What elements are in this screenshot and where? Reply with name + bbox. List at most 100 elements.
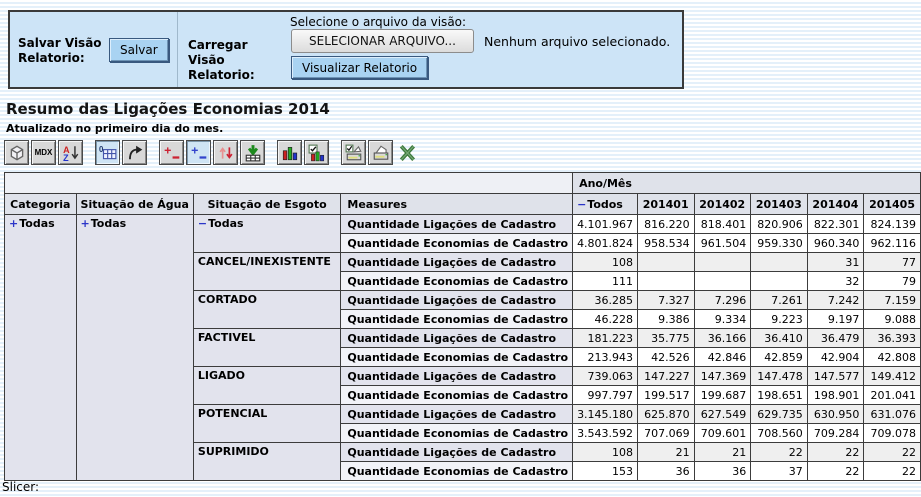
table-row: Quantidade Economias de Cadastro 3.543.59… <box>5 423 921 443</box>
value-cell: 42.526 <box>637 347 695 367</box>
print-config-button[interactable] <box>341 140 366 165</box>
measure-cell: Quantidade Economias de Cadastro <box>340 347 574 367</box>
pivot-toolbar: MDX A Z 0 + + <box>4 140 422 165</box>
cube-navigator-button[interactable] <box>4 140 29 165</box>
cube-icon <box>8 144 26 162</box>
drill-member-button[interactable]: + <box>159 140 184 165</box>
measure-cell: Quantidade Ligações de Cadastro <box>340 290 574 310</box>
value-cell: 31 <box>806 252 865 272</box>
measure-cell: Quantidade Economias de Cadastro <box>340 271 574 291</box>
drill-through-icon <box>244 144 262 162</box>
print-config-icon <box>345 144 363 162</box>
svg-text:+: + <box>164 144 171 158</box>
measure-cell: Quantidade Ligações de Cadastro <box>340 366 574 386</box>
value-cell: 625.870 <box>637 404 695 424</box>
show-chart-button[interactable] <box>277 140 302 165</box>
value-cell: 147.227 <box>637 366 695 386</box>
value-cell: 147.577 <box>806 366 865 386</box>
value-cell: 42.904 <box>806 347 865 367</box>
value-column-header: 201403 <box>750 193 808 215</box>
table-row: CANCEL/INEXISTENTE Quantidade Ligações de… <box>5 252 921 291</box>
value-cell: 822.301 <box>806 214 865 234</box>
expand-plus-icon[interactable]: + <box>9 217 19 230</box>
value-cell: 36 <box>637 461 695 481</box>
value-cell: 9.334 <box>693 309 752 329</box>
table-row: Quantidade Economias de Cadastro 997.797 1… <box>5 385 921 405</box>
measure-cell: Quantidade Economias de Cadastro <box>340 385 574 405</box>
value-cell: 816.220 <box>637 214 695 234</box>
value-cell <box>637 252 695 272</box>
value-cell: 111 <box>572 271 639 291</box>
measure-cell: Quantidade Economias de Cadastro <box>340 309 574 329</box>
value-cell: 36.410 <box>750 328 808 348</box>
svg-text:0: 0 <box>99 144 104 153</box>
table-row: +Todas +Todas −Todas Quantidade Ligações de… <box>4 214 921 481</box>
show-parent-members-button[interactable]: 0 <box>95 140 120 165</box>
value-cell: 77 <box>863 252 921 272</box>
printer-icon <box>372 144 390 162</box>
esgoto-member-cell: FACTIVEL <box>192 328 342 367</box>
value-cell: 820.906 <box>750 214 808 234</box>
measure-cell: Quantidade Ligações de Cadastro <box>340 328 574 348</box>
drill-through-button[interactable] <box>240 140 265 165</box>
chart-config-button[interactable] <box>304 140 329 165</box>
value-cell: 36.393 <box>863 328 921 348</box>
value-column-header: 201401 <box>637 193 695 215</box>
value-cell: 4.101.967 <box>572 214 639 234</box>
mdx-icon: MDX <box>34 148 53 157</box>
value-cell: 3.543.592 <box>572 423 639 443</box>
measure-cell: Quantidade Economias de Cadastro <box>340 423 574 443</box>
drill-replace-button[interactable] <box>213 140 238 165</box>
value-cell: 42.859 <box>750 347 808 367</box>
value-cell: 739.063 <box>572 366 639 386</box>
measure-cell: Quantidade Ligações de Cadastro <box>340 252 574 272</box>
esgoto-member-cell: LIGADO <box>192 366 342 405</box>
value-cell: 108 <box>572 252 639 272</box>
value-column-header: −Todos <box>572 193 639 215</box>
value-cell: 199.687 <box>693 385 752 405</box>
value-cell: 46.228 <box>572 309 639 329</box>
value-cell: 958.534 <box>637 233 695 253</box>
value-cell: 959.330 <box>750 233 808 253</box>
expand-plus-icon[interactable]: + <box>80 217 90 230</box>
column-header-situa-o-de-gua: Situação de Água <box>75 193 194 215</box>
drill-position-button[interactable]: + <box>186 140 211 165</box>
value-cell: 37 <box>750 461 808 481</box>
measure-cell: Quantidade Economias de Cadastro <box>340 461 574 481</box>
value-cell: 36 <box>693 461 752 481</box>
measure-cell: Quantidade Ligações de Cadastro <box>340 442 574 462</box>
value-cell: 35.775 <box>637 328 695 348</box>
value-cell: 631.076 <box>863 404 921 424</box>
swap-axes-button[interactable] <box>122 140 147 165</box>
load-view-label: Carregar Visão Relatorio: <box>188 38 255 82</box>
value-cell: 9.197 <box>806 309 865 329</box>
value-cell: 36.285 <box>572 290 639 310</box>
value-cell: 824.139 <box>863 214 921 234</box>
svg-text:Z: Z <box>63 152 69 161</box>
value-cell: 709.284 <box>806 423 865 443</box>
collapse-minus-icon[interactable]: − <box>577 197 587 211</box>
select-file-button[interactable]: SELECIONAR ARQUIVO... <box>291 29 474 53</box>
parent-grid-icon: 0 <box>99 144 117 162</box>
value-cell: 9.088 <box>863 309 921 329</box>
esgoto-member-cell: −Todas <box>192 214 342 253</box>
value-cell: 201.041 <box>863 385 921 405</box>
mdx-editor-button[interactable]: MDX <box>31 140 56 165</box>
export-excel-button[interactable] <box>395 140 420 165</box>
collapse-minus-icon[interactable]: − <box>197 217 208 230</box>
value-cell: 42.846 <box>693 347 752 367</box>
value-cell: 997.797 <box>572 385 639 405</box>
save-button[interactable]: Salvar <box>109 38 169 62</box>
value-cell <box>637 271 695 291</box>
value-cell: 42.808 <box>863 347 921 367</box>
print-pdf-button[interactable] <box>368 140 393 165</box>
svg-text:A: A <box>63 145 70 155</box>
value-cell: 181.223 <box>572 328 639 348</box>
value-cell: 199.517 <box>637 385 695 405</box>
table-row: POTENCIAL Quantidade Ligações de Cadastro… <box>5 404 921 443</box>
value-cell: 7.159 <box>863 290 921 310</box>
value-cell: 629.735 <box>750 404 808 424</box>
excel-icon <box>398 144 418 162</box>
view-report-button[interactable]: Visualizar Relatorio <box>291 56 429 79</box>
